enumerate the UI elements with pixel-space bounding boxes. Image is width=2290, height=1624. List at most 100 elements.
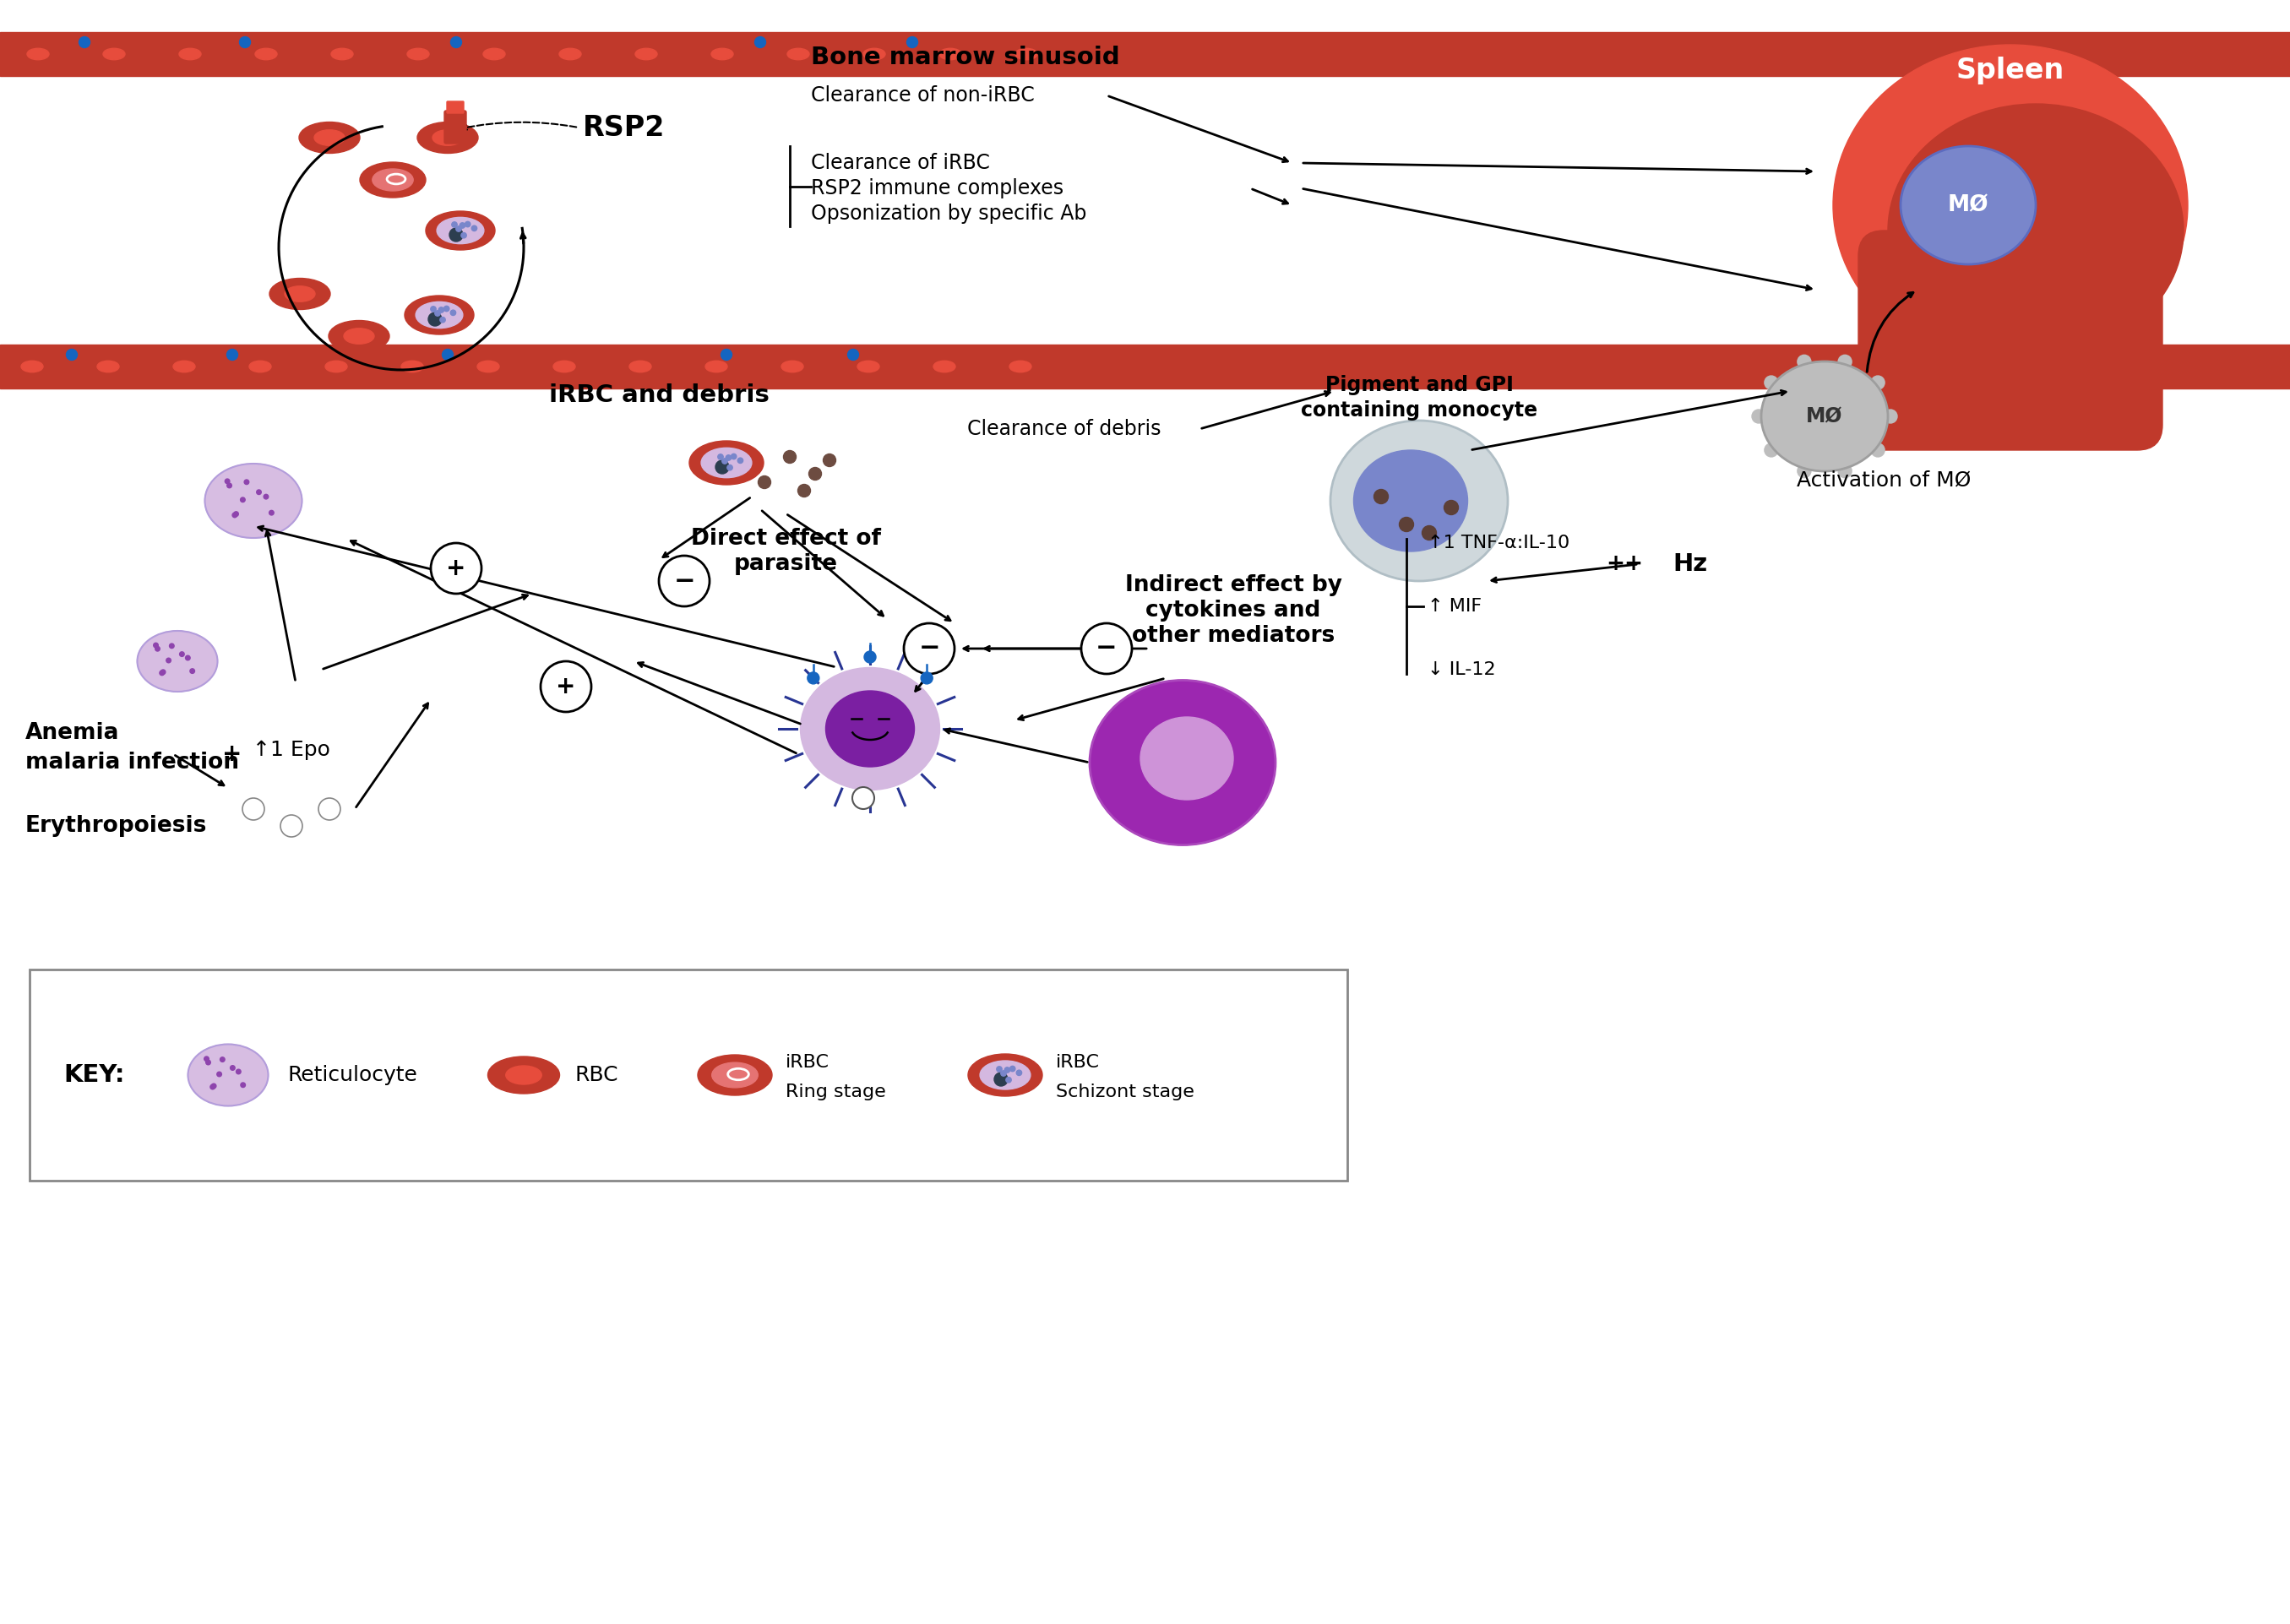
Ellipse shape	[1090, 680, 1276, 844]
Circle shape	[179, 651, 183, 656]
Text: Hz: Hz	[1672, 552, 1708, 577]
Ellipse shape	[927, 42, 973, 65]
Ellipse shape	[472, 42, 515, 65]
Circle shape	[78, 37, 89, 47]
Circle shape	[231, 1065, 236, 1070]
Circle shape	[1885, 409, 1896, 424]
Ellipse shape	[634, 49, 657, 60]
Ellipse shape	[712, 49, 733, 60]
Circle shape	[721, 349, 733, 361]
Circle shape	[263, 494, 268, 499]
Text: containing monocyte: containing monocyte	[1301, 400, 1537, 421]
Circle shape	[211, 1085, 215, 1090]
Circle shape	[206, 1060, 211, 1065]
Circle shape	[243, 797, 263, 820]
Ellipse shape	[245, 42, 289, 65]
Ellipse shape	[389, 356, 435, 378]
Circle shape	[279, 815, 302, 836]
Circle shape	[444, 305, 449, 312]
Ellipse shape	[433, 130, 463, 146]
Text: Activation of MØ: Activation of MØ	[1798, 469, 1972, 490]
Circle shape	[863, 651, 877, 663]
Ellipse shape	[863, 49, 886, 60]
Ellipse shape	[238, 356, 282, 378]
Circle shape	[728, 464, 733, 471]
Ellipse shape	[856, 361, 879, 372]
Circle shape	[1871, 375, 1885, 390]
Ellipse shape	[852, 42, 895, 65]
Text: Bone marrow sinusoid: Bone marrow sinusoid	[811, 45, 1120, 70]
Bar	[0, 32, 2290, 76]
Circle shape	[66, 349, 78, 361]
Ellipse shape	[712, 1062, 758, 1088]
Circle shape	[240, 497, 245, 502]
Circle shape	[460, 222, 465, 227]
Circle shape	[442, 349, 453, 361]
Ellipse shape	[103, 49, 126, 60]
Circle shape	[449, 227, 463, 242]
Circle shape	[234, 512, 238, 516]
Text: RSP2 immune complexes: RSP2 immune complexes	[811, 179, 1063, 198]
Ellipse shape	[332, 49, 353, 60]
Circle shape	[921, 672, 932, 684]
Circle shape	[808, 672, 820, 684]
Ellipse shape	[343, 328, 373, 344]
Circle shape	[167, 658, 172, 663]
Circle shape	[431, 307, 435, 312]
Ellipse shape	[705, 361, 728, 372]
Ellipse shape	[1832, 45, 2187, 365]
Ellipse shape	[96, 361, 119, 372]
Circle shape	[169, 643, 174, 648]
Text: Schizont stage: Schizont stage	[1056, 1083, 1195, 1101]
Text: Reticulocyte: Reticulocyte	[286, 1065, 417, 1085]
Circle shape	[1081, 624, 1131, 674]
Ellipse shape	[204, 463, 302, 538]
Ellipse shape	[827, 690, 914, 767]
Ellipse shape	[405, 296, 474, 335]
Ellipse shape	[373, 169, 412, 192]
Circle shape	[717, 455, 724, 460]
Ellipse shape	[1761, 362, 1887, 471]
Ellipse shape	[27, 49, 48, 60]
Circle shape	[211, 1083, 215, 1088]
Circle shape	[822, 455, 836, 466]
Circle shape	[224, 479, 229, 484]
Text: Indirect effect by: Indirect effect by	[1124, 575, 1342, 596]
Ellipse shape	[923, 356, 966, 378]
Ellipse shape	[300, 122, 360, 153]
Circle shape	[440, 317, 444, 323]
Ellipse shape	[167, 42, 213, 65]
Circle shape	[758, 476, 772, 489]
Ellipse shape	[788, 49, 808, 60]
Ellipse shape	[467, 356, 511, 378]
Text: iRBC and debris: iRBC and debris	[550, 383, 769, 408]
Ellipse shape	[689, 440, 763, 484]
Circle shape	[1798, 464, 1811, 477]
Text: Erythropoiesis: Erythropoiesis	[25, 815, 208, 836]
Text: iRBC: iRBC	[1056, 1054, 1099, 1070]
Circle shape	[1766, 375, 1777, 390]
Circle shape	[435, 310, 440, 317]
Circle shape	[440, 307, 444, 313]
Circle shape	[905, 624, 955, 674]
Text: Pigment and GPI: Pigment and GPI	[1326, 375, 1514, 395]
Text: parasite: parasite	[733, 554, 838, 575]
Circle shape	[270, 510, 275, 515]
Ellipse shape	[506, 1065, 543, 1085]
Circle shape	[852, 788, 875, 809]
Ellipse shape	[625, 42, 669, 65]
Text: ↓ IL-12: ↓ IL-12	[1427, 661, 1495, 679]
Text: −: −	[1097, 637, 1118, 661]
FancyBboxPatch shape	[444, 110, 467, 143]
Ellipse shape	[934, 361, 955, 372]
Circle shape	[808, 468, 822, 481]
Circle shape	[1399, 518, 1413, 531]
Ellipse shape	[314, 356, 357, 378]
Text: Opsonization by specific Ab: Opsonization by specific Ab	[811, 203, 1088, 224]
Circle shape	[721, 458, 728, 464]
Ellipse shape	[92, 42, 135, 65]
Text: ↑1 TNF-α:IL-10: ↑1 TNF-α:IL-10	[1427, 534, 1569, 552]
Text: KEY:: KEY:	[64, 1064, 124, 1086]
Ellipse shape	[969, 1054, 1042, 1096]
Circle shape	[1871, 443, 1885, 456]
